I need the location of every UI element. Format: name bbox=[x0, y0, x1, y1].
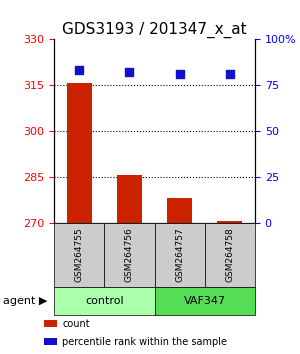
Point bbox=[177, 71, 182, 77]
Text: GSM264757: GSM264757 bbox=[175, 228, 184, 282]
Text: VAF347: VAF347 bbox=[184, 296, 226, 306]
Text: agent ▶: agent ▶ bbox=[3, 296, 47, 306]
FancyBboxPatch shape bbox=[154, 287, 255, 315]
Text: percentile rank within the sample: percentile rank within the sample bbox=[62, 337, 227, 347]
Bar bbox=[167, 199, 192, 223]
Text: GSM264758: GSM264758 bbox=[225, 228, 234, 282]
FancyBboxPatch shape bbox=[54, 223, 104, 287]
Bar bbox=[217, 221, 242, 223]
FancyBboxPatch shape bbox=[205, 223, 255, 287]
FancyBboxPatch shape bbox=[104, 223, 154, 287]
Point bbox=[227, 71, 232, 77]
FancyBboxPatch shape bbox=[154, 223, 205, 287]
Text: GSM264756: GSM264756 bbox=[125, 228, 134, 282]
Point bbox=[77, 67, 82, 73]
Bar bbox=[44, 338, 57, 345]
Title: GDS3193 / 201347_x_at: GDS3193 / 201347_x_at bbox=[62, 21, 247, 38]
Text: count: count bbox=[62, 319, 90, 329]
Bar bbox=[67, 84, 92, 223]
Bar bbox=[44, 320, 57, 327]
FancyBboxPatch shape bbox=[54, 287, 154, 315]
Bar bbox=[117, 176, 142, 223]
Text: control: control bbox=[85, 296, 124, 306]
Point bbox=[127, 69, 132, 75]
Text: GSM264755: GSM264755 bbox=[75, 228, 84, 282]
